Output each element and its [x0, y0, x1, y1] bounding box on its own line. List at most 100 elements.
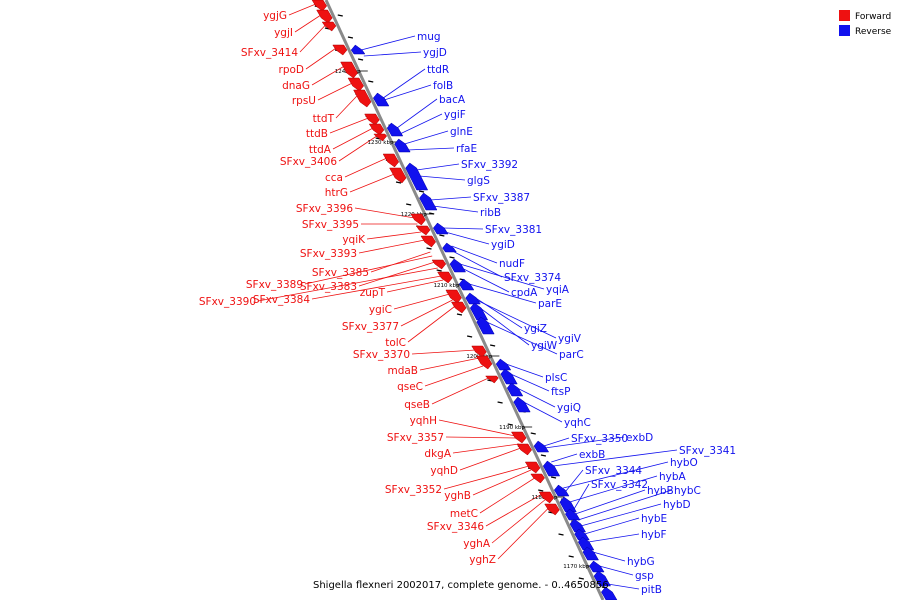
reverse-gene-label: SFxv_3350	[571, 433, 628, 445]
reverse-gene-label: hybF	[641, 529, 667, 541]
forward-gene-feature	[332, 44, 348, 56]
reverse-gene-label: ftsP	[551, 386, 570, 398]
reverse-leader-line	[607, 583, 640, 590]
forward-gene-feature	[410, 213, 426, 226]
forward-gene-label: qseC	[397, 381, 423, 393]
forward-gene-label: tolC	[385, 337, 406, 349]
reverse-gene-feature	[553, 484, 570, 497]
forward-gene-label: SFxv_3352	[385, 484, 442, 496]
reverse-gene-label: nudF	[499, 258, 525, 270]
reverse-gene-feature	[533, 440, 550, 453]
reverse-leader-line	[443, 227, 484, 230]
reverse-gene-label: mug	[417, 31, 441, 43]
reverse-gene-feature	[574, 528, 590, 541]
scale-tick-label: 1170 kbp	[563, 564, 589, 570]
forward-leader-line	[257, 267, 438, 302]
reverse-leader-line	[419, 175, 466, 181]
reverse-leader-line	[454, 251, 503, 278]
reverse-gene-label: hybO	[670, 457, 698, 469]
forward-leader-line	[438, 419, 516, 437]
forward-gene-label: yqiK	[342, 234, 366, 246]
reverse-gene-feature	[442, 242, 457, 253]
strand-dash	[449, 256, 455, 259]
label-leader-lines	[257, 3, 678, 590]
forward-gene-feature	[389, 167, 407, 184]
forward-gene-label: dkgA	[424, 448, 451, 460]
reverse-leader-line	[430, 196, 472, 201]
forward-leader-line	[400, 299, 453, 327]
forward-leader-line	[419, 357, 480, 371]
reverse-leader-line	[461, 267, 510, 293]
forward-gene-label: SFxv_3384	[253, 294, 310, 306]
forward-leader-line	[411, 349, 476, 355]
reverse-gene-feature	[577, 536, 595, 551]
forward-gene-label: yghZ	[469, 554, 496, 566]
reverse-leader-line	[451, 245, 498, 264]
forward-gene-feature	[321, 21, 337, 32]
forward-leader-line	[294, 14, 322, 33]
reverse-gene-label: yqhC	[564, 417, 591, 429]
reverse-gene-feature	[542, 460, 561, 477]
forward-leader-line	[311, 275, 442, 300]
reverse-leader-line	[360, 35, 416, 51]
legend: Forward Reverse	[839, 10, 892, 37]
forward-gene-label: SFxv_3377	[342, 321, 399, 333]
reverse-gene-label: rfaE	[456, 143, 477, 155]
strand-dash	[406, 203, 412, 206]
reverse-gene-label: bacA	[439, 94, 466, 106]
reverse-gene-label: SFxv_3381	[485, 224, 542, 236]
forward-gene-label: SFxv_3385	[312, 267, 369, 279]
reverse-gene-feature	[476, 316, 495, 335]
reverse-gene-label: SFxv_3344	[585, 465, 642, 477]
reverse-leader-line	[479, 307, 530, 346]
reverse-leader-line	[516, 387, 556, 408]
reverse-gene-label: pitB	[641, 584, 662, 596]
strand-dash	[507, 423, 513, 426]
forward-leader-line	[445, 436, 517, 439]
map-caption: Shigella flexneri 2002017, complete geno…	[313, 580, 609, 591]
reverse-gene-feature	[449, 258, 467, 273]
strand-dash	[497, 401, 503, 404]
forward-gene-label: yghA	[463, 538, 491, 550]
reverse-gene-label: ygiV	[558, 333, 582, 345]
reverse-gene-feature	[513, 396, 531, 413]
reverse-leader-line	[564, 469, 584, 493]
strand-dash	[337, 14, 343, 17]
reverse-gene-feature	[469, 302, 489, 321]
reverse-gene-label: yqiA	[546, 284, 570, 296]
forward-leader-line	[452, 443, 520, 454]
strand-dash	[538, 489, 544, 492]
reverse-gene-feature	[593, 570, 611, 587]
reverse-gene-feature	[500, 368, 518, 385]
legend-forward-label: Forward	[855, 12, 891, 22]
forward-gene-label: htrG	[325, 187, 348, 199]
reverse-leader-line	[553, 449, 678, 467]
reverse-gene-feature	[559, 496, 577, 513]
forward-leader-line	[354, 207, 415, 219]
forward-gene-label: SFxv_3389	[246, 279, 303, 291]
forward-gene-label: SFxv_3357	[387, 432, 444, 444]
forward-leader-line	[358, 239, 425, 254]
reverse-gene-label: SFxv_3392	[461, 159, 518, 171]
reverse-gene-label: hybB	[647, 485, 674, 497]
genome-backbone	[324, 0, 605, 600]
forward-gene-feature	[450, 301, 467, 314]
reverse-gene-label: ygiF	[444, 109, 466, 121]
reverse-leader-line	[476, 299, 557, 339]
strand-dash	[357, 58, 364, 61]
forward-gene-feature	[516, 443, 532, 456]
reverse-leader-line	[544, 436, 625, 449]
reverse-leader-line	[543, 437, 570, 447]
forward-gene-label: ttdT	[313, 113, 335, 125]
forward-gene-label: zupT	[360, 287, 386, 299]
reverse-gene-label: glnE	[450, 126, 473, 138]
forward-gene-feature	[544, 503, 560, 516]
forward-leader-line	[288, 3, 316, 16]
forward-gene-feature	[510, 431, 527, 444]
forward-gene-label: SFxv_3395	[302, 219, 359, 231]
reverse-leader-line	[551, 453, 578, 463]
forward-leader-line	[358, 261, 436, 287]
reverse-leader-line	[592, 551, 626, 562]
reverse-leader-line	[363, 51, 422, 57]
strand-dash	[429, 212, 435, 215]
